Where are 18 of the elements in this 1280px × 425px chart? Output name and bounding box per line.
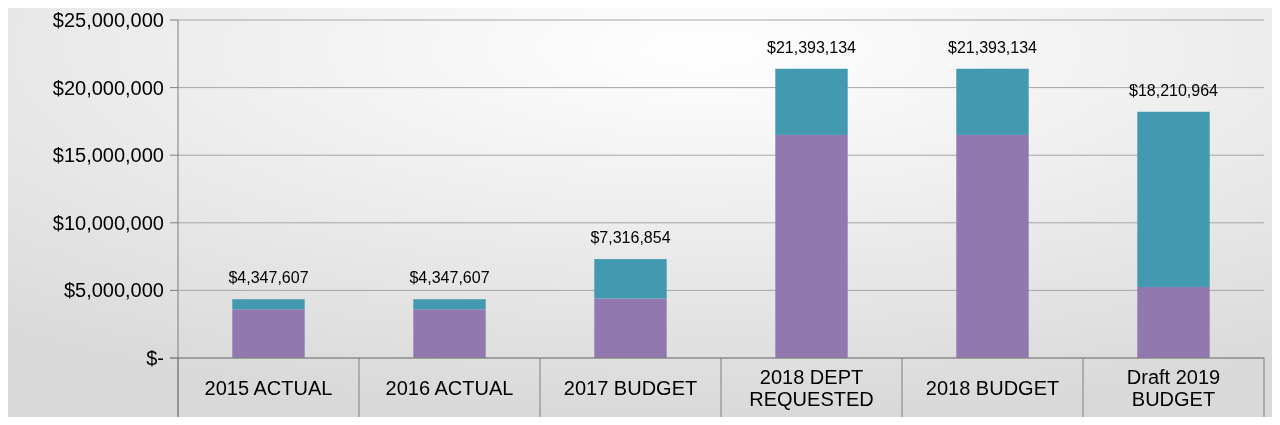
x-tick-label: 2018 BUDGET [925,376,1060,399]
y-tick-label: $15,000,000 [52,144,164,167]
y-tick-label: $10,000,000 [52,211,164,234]
total-label: $21,393,134 [767,38,857,56]
x-tick-label: 2015 ACTUAL [204,376,333,399]
x-tick-label: 2016 ACTUAL [385,376,514,399]
y-tick-label: $25,000,000 [52,9,164,31]
x-tick-label: Draft 2019 BUDGET [1126,365,1221,410]
total-label: $4,347,607 [228,269,309,287]
total-label: $7,316,854 [590,229,671,247]
x-tick-label: 2018 DEPT REQUESTED [749,365,874,410]
x-tick-label: 2017 BUDGET [563,376,698,399]
y-tick-label: $20,000,000 [52,76,164,99]
total-label: $21,393,134 [948,38,1038,56]
y-tick-label: $- [146,347,164,369]
total-label: $18,210,964 [1129,81,1219,99]
y-tick-label: $5,000,000 [63,279,164,302]
total-label: $4,347,607 [409,269,490,287]
